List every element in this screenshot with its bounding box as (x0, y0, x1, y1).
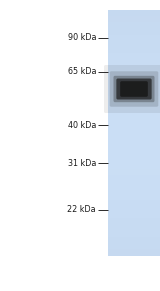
Bar (108, 139, 160, 145)
Bar (108, 47, 160, 53)
Bar (108, 175, 160, 182)
Bar (108, 102, 160, 109)
Bar (108, 59, 160, 66)
Bar (108, 132, 160, 139)
Bar (108, 16, 160, 23)
Bar (108, 194, 160, 200)
Bar (108, 29, 160, 35)
Bar (108, 120, 160, 127)
Bar (108, 126, 160, 133)
Bar (108, 145, 160, 151)
Bar (108, 224, 160, 231)
Bar (108, 182, 160, 188)
Bar (108, 71, 160, 78)
Bar (108, 212, 160, 219)
Bar (108, 35, 160, 41)
Bar (108, 188, 160, 194)
Bar (108, 230, 160, 237)
Bar (108, 114, 160, 121)
Bar (108, 237, 160, 243)
Bar (108, 53, 160, 59)
Bar (108, 10, 160, 255)
Bar (108, 65, 160, 72)
Bar (108, 218, 160, 225)
FancyBboxPatch shape (120, 81, 148, 97)
Bar (108, 243, 160, 249)
Bar (108, 206, 160, 213)
Bar (108, 157, 160, 164)
Bar (108, 10, 160, 17)
Text: 22 kDa: 22 kDa (67, 205, 96, 214)
Bar (108, 249, 160, 255)
Text: 31 kDa: 31 kDa (68, 159, 96, 168)
Bar (108, 163, 160, 170)
FancyBboxPatch shape (104, 65, 160, 113)
Bar (108, 84, 160, 90)
Bar (108, 169, 160, 176)
FancyBboxPatch shape (110, 71, 158, 107)
Bar (108, 151, 160, 157)
Text: 90 kDa: 90 kDa (68, 33, 96, 42)
Bar (108, 77, 160, 84)
FancyBboxPatch shape (116, 79, 152, 100)
Bar (108, 90, 160, 96)
Bar (108, 96, 160, 102)
Bar (108, 108, 160, 115)
Text: 40 kDa: 40 kDa (68, 120, 96, 129)
Text: 65 kDa: 65 kDa (68, 68, 96, 77)
Bar (108, 22, 160, 29)
Bar (108, 41, 160, 47)
Bar (108, 200, 160, 207)
FancyBboxPatch shape (113, 76, 155, 102)
